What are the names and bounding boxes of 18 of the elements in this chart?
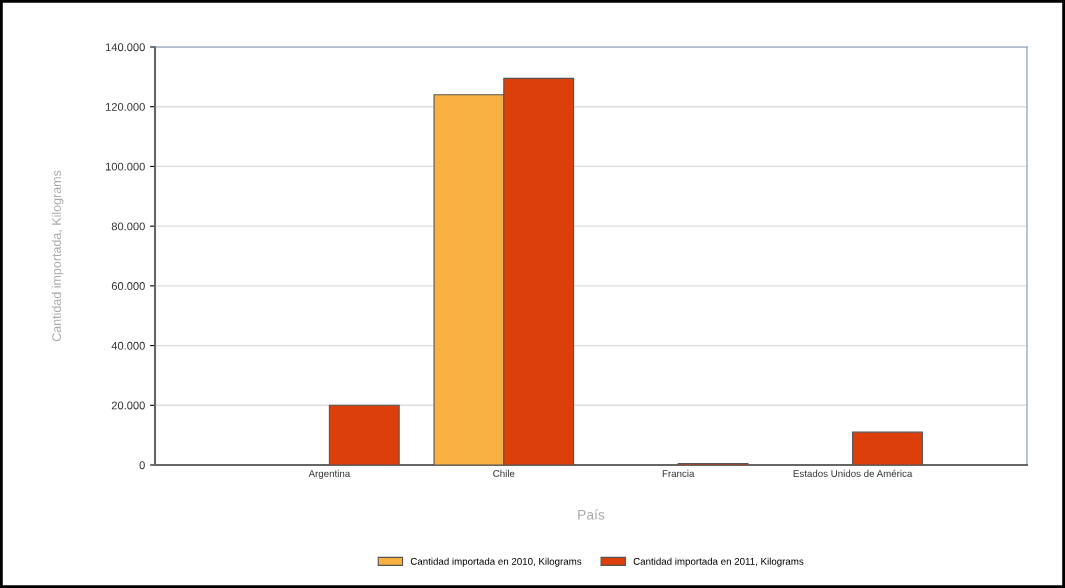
x-tick-label: Chile bbox=[493, 469, 515, 477]
y-tick-label: 60.000 bbox=[111, 282, 145, 290]
y-tick-label: 40.000 bbox=[111, 341, 145, 350]
legend-label: Cantidad importada en 2011, Kilograms bbox=[633, 557, 804, 567]
x-tick-label: Estados Unidos de América bbox=[793, 469, 913, 477]
bar bbox=[328, 404, 400, 465]
y-tick-label: 80.000 bbox=[111, 222, 145, 231]
x-tick-label: Argentina bbox=[308, 469, 351, 479]
x-axis-title: País bbox=[578, 509, 605, 520]
x-tick-label: Francia bbox=[662, 469, 695, 477]
y-tick-label: 20.000 bbox=[111, 401, 145, 410]
y-tick-label: 100.000 bbox=[105, 162, 145, 171]
bar bbox=[852, 431, 923, 465]
legend-label: Cantidad importada en 2010, Kilograms bbox=[410, 557, 582, 567]
y-tick-label: 120.000 bbox=[105, 102, 145, 111]
y-axis-title: Cantidad importada, Kilograms bbox=[51, 170, 64, 342]
y-tick-label: 0 bbox=[139, 461, 145, 470]
y-tick-label: 140.000 bbox=[105, 43, 145, 52]
